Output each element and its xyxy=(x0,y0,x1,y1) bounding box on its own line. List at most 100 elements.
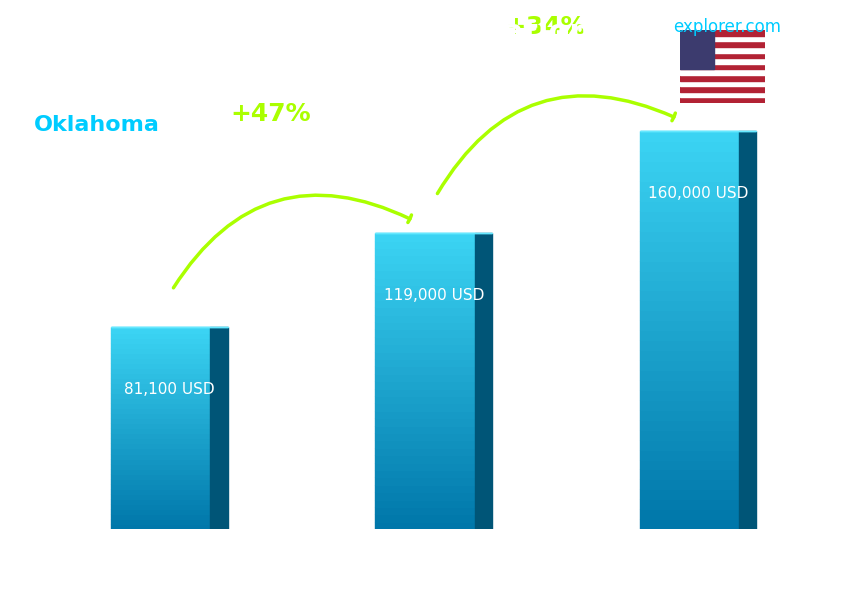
Bar xyxy=(111,444,211,448)
Bar xyxy=(639,251,739,261)
Polygon shape xyxy=(474,233,492,529)
Bar xyxy=(376,396,474,404)
Bar xyxy=(680,75,765,81)
Bar xyxy=(111,413,211,418)
Bar xyxy=(639,439,739,450)
Bar xyxy=(376,462,474,470)
Text: +47%: +47% xyxy=(230,102,311,126)
Bar xyxy=(111,358,211,363)
Bar xyxy=(111,499,211,504)
Bar xyxy=(376,499,474,507)
Polygon shape xyxy=(739,132,756,529)
Bar xyxy=(376,492,474,499)
Bar xyxy=(680,36,765,41)
Bar xyxy=(639,181,739,191)
Bar xyxy=(680,58,765,64)
Bar xyxy=(376,241,474,248)
Bar xyxy=(111,378,211,383)
Bar xyxy=(639,340,739,350)
Bar xyxy=(639,241,739,251)
Bar xyxy=(376,388,474,396)
Bar xyxy=(639,132,739,141)
Bar xyxy=(111,459,211,464)
Bar xyxy=(680,64,765,70)
Bar xyxy=(639,360,739,370)
Bar xyxy=(680,98,765,103)
Bar xyxy=(376,344,474,351)
Bar xyxy=(680,47,765,53)
Bar xyxy=(111,509,211,514)
Bar xyxy=(111,388,211,393)
Bar xyxy=(639,301,739,310)
Text: 81,100 USD: 81,100 USD xyxy=(124,382,215,397)
Bar xyxy=(376,404,474,411)
Text: Salary Comparison By Education: Salary Comparison By Education xyxy=(34,18,591,47)
Polygon shape xyxy=(211,327,228,529)
Bar xyxy=(111,383,211,388)
Bar xyxy=(376,278,474,285)
Bar xyxy=(111,408,211,413)
Bar xyxy=(111,489,211,494)
Bar xyxy=(376,507,474,514)
Bar xyxy=(111,464,211,468)
Bar xyxy=(111,393,211,398)
Bar xyxy=(111,403,211,408)
Bar xyxy=(639,191,739,201)
Bar xyxy=(639,370,739,380)
Bar xyxy=(639,450,739,459)
Bar xyxy=(639,350,739,360)
Bar xyxy=(111,398,211,403)
Bar xyxy=(680,92,765,98)
Bar xyxy=(639,171,739,181)
Bar xyxy=(111,519,211,524)
Bar xyxy=(639,509,739,519)
Text: Average Yearly Salary: Average Yearly Salary xyxy=(814,242,824,364)
Bar xyxy=(680,30,714,70)
Bar xyxy=(639,221,739,231)
Bar xyxy=(639,161,739,171)
Bar xyxy=(376,470,474,478)
Bar xyxy=(376,418,474,425)
Bar xyxy=(680,53,765,58)
Bar xyxy=(376,411,474,418)
Text: Certificate or
Diploma: Certificate or Diploma xyxy=(375,564,493,603)
Bar xyxy=(639,320,739,330)
Bar xyxy=(111,504,211,509)
Bar xyxy=(639,420,739,430)
Bar xyxy=(376,433,474,441)
Bar xyxy=(376,285,474,293)
Bar xyxy=(111,453,211,459)
Bar xyxy=(376,248,474,255)
Text: Retail Store Manager: Retail Store Manager xyxy=(34,73,268,93)
Bar xyxy=(111,353,211,358)
Bar xyxy=(111,338,211,342)
Bar xyxy=(639,390,739,400)
Bar xyxy=(111,448,211,453)
Bar xyxy=(376,485,474,492)
Bar xyxy=(376,359,474,367)
Bar xyxy=(639,281,739,290)
Bar xyxy=(639,400,739,410)
Bar xyxy=(376,374,474,381)
Bar xyxy=(376,351,474,359)
Bar xyxy=(680,70,765,75)
Bar xyxy=(111,428,211,433)
Bar xyxy=(639,310,739,320)
Bar xyxy=(111,474,211,479)
Bar xyxy=(111,368,211,373)
Bar xyxy=(111,342,211,348)
Bar xyxy=(639,459,739,470)
Bar xyxy=(376,255,474,263)
Bar xyxy=(639,330,739,340)
Bar xyxy=(376,330,474,337)
Bar xyxy=(639,261,739,270)
Bar xyxy=(376,293,474,300)
Bar xyxy=(376,300,474,307)
Bar xyxy=(639,211,739,221)
Bar xyxy=(376,381,474,388)
Bar xyxy=(639,519,739,529)
Bar xyxy=(376,522,474,529)
Bar xyxy=(111,479,211,484)
Bar xyxy=(680,41,765,47)
Text: +34%: +34% xyxy=(506,15,586,39)
